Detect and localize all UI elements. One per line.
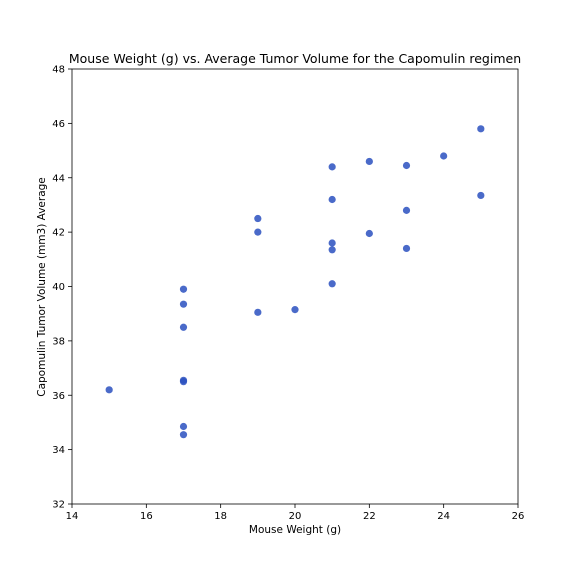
data-point (402, 244, 411, 253)
data-point (105, 386, 113, 394)
x-tick-label: 22 (363, 511, 376, 522)
data-point (179, 285, 188, 293)
plot-area-frame (71, 68, 519, 505)
x-axis-label: Mouse Weight (g) (249, 524, 341, 536)
data-point (365, 157, 373, 166)
y-axis-label: Capomulin Tumor Volume (mm3) Average (36, 177, 48, 397)
y-tick-label: 32 (52, 500, 65, 511)
data-point (328, 195, 336, 204)
data-point (254, 214, 262, 223)
data-point (328, 163, 336, 171)
y-tick-label: 44 (52, 173, 65, 184)
data-point (440, 152, 448, 160)
data-point (402, 206, 411, 214)
data-point (179, 422, 188, 431)
y-tick-label: 46 (52, 119, 65, 130)
chart-title: Mouse Weight (g) vs. Average Tumor Volum… (69, 51, 521, 66)
data-point (328, 239, 336, 247)
data-point (328, 280, 336, 288)
y-tick-label: 42 (52, 228, 65, 239)
data-points (105, 125, 485, 439)
data-point (179, 431, 188, 439)
data-point (365, 229, 373, 238)
y-tick-label: 40 (52, 282, 65, 293)
y-tick-label: 48 (52, 65, 65, 76)
axis-ticks: 14 16 18 20 22 24 26 32 34 36 38 40 42 44 46 48 (52, 65, 524, 523)
data-point (254, 228, 262, 236)
x-tick-label: 20 (289, 511, 302, 522)
data-point (179, 300, 188, 308)
data-point (254, 308, 262, 316)
data-point (328, 246, 336, 254)
data-point (291, 306, 299, 314)
x-tick-label: 26 (512, 511, 525, 522)
data-point (477, 125, 485, 133)
x-tick-label: 14 (66, 511, 79, 522)
y-tick-label: 36 (52, 391, 65, 402)
x-tick-label: 16 (140, 511, 153, 522)
y-tick-label: 34 (52, 445, 65, 456)
data-point (179, 378, 188, 386)
data-point (179, 323, 188, 331)
data-point (402, 161, 411, 170)
x-tick-label: 18 (214, 511, 227, 522)
data-point (477, 191, 485, 200)
y-tick-label: 38 (52, 336, 65, 347)
x-tick-label: 24 (437, 511, 450, 522)
